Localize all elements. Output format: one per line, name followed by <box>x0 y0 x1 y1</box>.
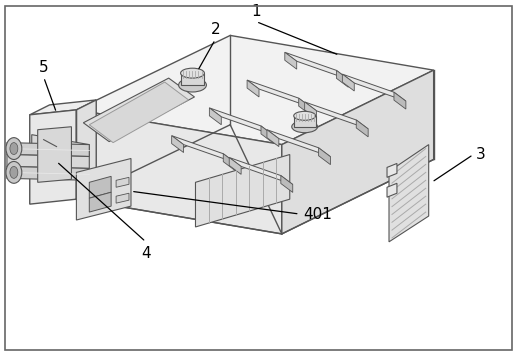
Polygon shape <box>299 98 311 115</box>
Polygon shape <box>281 175 293 192</box>
Polygon shape <box>285 52 297 69</box>
Polygon shape <box>38 127 71 182</box>
Polygon shape <box>337 70 348 87</box>
Polygon shape <box>305 102 316 119</box>
Polygon shape <box>229 157 241 174</box>
Polygon shape <box>294 116 315 127</box>
Polygon shape <box>387 163 397 177</box>
Text: 2: 2 <box>210 22 220 37</box>
Polygon shape <box>89 176 111 198</box>
Ellipse shape <box>294 111 315 120</box>
Ellipse shape <box>178 78 206 92</box>
Polygon shape <box>247 80 311 107</box>
Ellipse shape <box>6 138 22 160</box>
Text: 5: 5 <box>39 60 49 75</box>
Polygon shape <box>223 154 235 170</box>
Polygon shape <box>282 70 434 234</box>
Ellipse shape <box>180 68 204 78</box>
Polygon shape <box>387 183 397 197</box>
Polygon shape <box>172 136 235 163</box>
Polygon shape <box>7 143 89 156</box>
Ellipse shape <box>292 121 317 133</box>
Polygon shape <box>267 130 279 146</box>
Ellipse shape <box>6 161 22 183</box>
Polygon shape <box>77 35 434 145</box>
Polygon shape <box>195 155 290 227</box>
Polygon shape <box>394 92 406 109</box>
Polygon shape <box>89 82 189 143</box>
Polygon shape <box>116 193 129 203</box>
Text: 4: 4 <box>141 246 150 261</box>
Polygon shape <box>285 52 348 79</box>
Polygon shape <box>83 78 194 142</box>
Polygon shape <box>267 130 330 157</box>
Polygon shape <box>247 80 259 97</box>
Polygon shape <box>305 102 368 129</box>
Text: 1: 1 <box>251 4 261 19</box>
Ellipse shape <box>10 166 18 178</box>
Polygon shape <box>180 73 204 85</box>
Polygon shape <box>209 108 221 125</box>
Polygon shape <box>89 192 111 212</box>
Polygon shape <box>342 74 354 91</box>
Polygon shape <box>318 148 330 164</box>
Text: 3: 3 <box>475 147 485 162</box>
Polygon shape <box>7 166 89 180</box>
Polygon shape <box>30 110 77 204</box>
Polygon shape <box>7 155 89 168</box>
Polygon shape <box>389 145 429 242</box>
Polygon shape <box>32 135 89 156</box>
Ellipse shape <box>10 143 18 155</box>
Polygon shape <box>77 100 96 199</box>
Polygon shape <box>356 120 368 137</box>
Polygon shape <box>261 126 273 143</box>
Polygon shape <box>229 157 293 185</box>
Polygon shape <box>77 110 282 234</box>
Polygon shape <box>172 136 184 152</box>
Polygon shape <box>30 100 96 115</box>
Text: 401: 401 <box>303 207 332 222</box>
Polygon shape <box>209 108 273 135</box>
Polygon shape <box>342 74 406 101</box>
Polygon shape <box>77 158 131 220</box>
Polygon shape <box>116 177 129 187</box>
